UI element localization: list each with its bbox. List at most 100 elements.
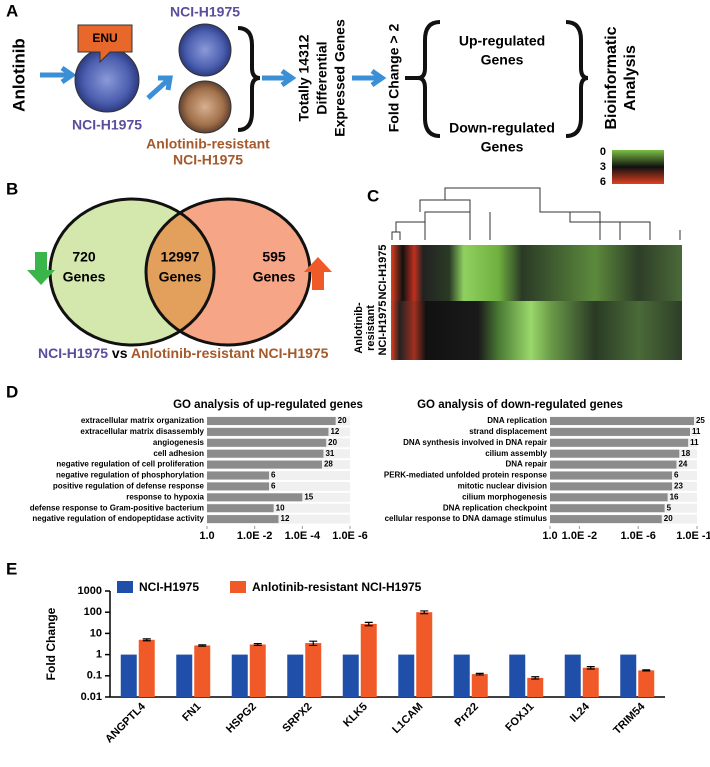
category-label: positive regulation of defense response <box>53 482 205 491</box>
bar <box>550 460 677 469</box>
category-label: negative regulation of endopeptidase act… <box>32 514 204 523</box>
y-tick-label: 10 <box>90 627 102 639</box>
bar <box>207 493 303 502</box>
count-label: 20 <box>664 514 673 523</box>
bar <box>207 482 270 491</box>
panel-label: A <box>6 1 18 20</box>
bar <box>360 623 377 697</box>
arrow <box>40 65 77 85</box>
deg-text: Expressed Genes <box>332 19 348 137</box>
category-label: response to hypoxia <box>126 492 204 501</box>
bar <box>471 674 488 697</box>
error-bar <box>253 643 262 647</box>
bar <box>550 449 680 458</box>
panel-label: C <box>367 186 379 205</box>
row-label: resistant <box>365 305 377 351</box>
analysis-text: Bioinformatic <box>603 26 620 129</box>
x-tick-label: L1CAM <box>390 701 425 736</box>
venn-text: Genes <box>253 269 296 285</box>
error-bar <box>364 621 373 627</box>
venn-text: Genes <box>63 269 106 285</box>
panel-label: D <box>6 382 18 401</box>
bar <box>582 667 599 697</box>
brace <box>565 20 589 138</box>
bar <box>207 471 270 480</box>
count-label: 20 <box>338 416 347 425</box>
row-band <box>207 471 350 480</box>
dendrogram <box>391 187 681 240</box>
row-band <box>207 481 350 491</box>
bar <box>249 644 266 697</box>
up-text: Up-regulated <box>459 33 545 49</box>
down-arrow <box>27 252 55 285</box>
arrow <box>146 75 173 100</box>
error-bar <box>475 672 484 676</box>
count-label: 6 <box>271 482 276 491</box>
bar <box>207 449 324 458</box>
count-label: 31 <box>325 449 334 458</box>
category-label: DNA replication checkpoint <box>443 503 548 512</box>
bracket <box>237 26 261 132</box>
bar <box>550 438 689 447</box>
cell-image <box>178 80 232 134</box>
count-label: 25 <box>696 416 705 425</box>
y-tick-label: 0.01 <box>81 691 102 703</box>
cell-label: NCI-H1975 <box>72 117 142 133</box>
bar <box>550 427 690 436</box>
arrow <box>262 68 297 88</box>
category-label: mitotic nuclear division <box>458 482 547 491</box>
cell-label: Anlotinib-resistant <box>146 136 270 152</box>
venn-count: 720 <box>72 249 96 265</box>
error-bar <box>531 676 540 680</box>
bar <box>207 460 322 469</box>
chart-title: GO analysis of down-regulated genes <box>417 399 623 411</box>
x-tick-label: FN1 <box>180 701 203 724</box>
bar <box>207 438 327 447</box>
agent-label: ENU <box>92 31 117 45</box>
count-label: 11 <box>692 427 701 436</box>
error-bar <box>309 640 318 647</box>
count-label: 24 <box>678 460 687 469</box>
bar <box>638 670 655 697</box>
count-label: 15 <box>304 492 313 501</box>
scale-label: 0 <box>600 146 606 158</box>
callout <box>77 24 133 64</box>
count-label: 20 <box>328 438 337 447</box>
error-bar <box>642 669 651 672</box>
row-label: NCI-H1975 <box>377 300 389 355</box>
category-label: negative regulation of cell proliferatio… <box>56 460 204 469</box>
x-tick-label: 1.0E -4 <box>285 530 321 542</box>
x-tick-label: 1.0E -6 <box>332 530 367 542</box>
bar <box>550 515 662 524</box>
count-label: 23 <box>674 482 683 491</box>
deg-text: Totally 14312 <box>296 34 312 121</box>
x-tick-label: TRIM54 <box>611 700 648 737</box>
chart-title: GO analysis of up-regulated genes <box>173 399 363 411</box>
scale-labels: 0 3 6 <box>600 146 606 188</box>
venn-overlap <box>146 199 214 345</box>
count-label: 11 <box>690 438 699 447</box>
bar <box>207 504 274 513</box>
count-label: 6 <box>674 471 679 480</box>
category-label: DNA repair <box>506 460 548 469</box>
y-tick-label: 100 <box>84 606 102 618</box>
bar <box>527 677 544 697</box>
bar <box>550 471 673 480</box>
y-tick-label: 1000 <box>78 585 102 597</box>
x-tick-label: 1.0E -2 <box>237 530 272 542</box>
bar <box>550 504 665 513</box>
category-label: angiogenesis <box>153 438 205 447</box>
count-label: 12 <box>330 427 339 436</box>
count-label: 10 <box>276 503 285 512</box>
category-label: cilium assembly <box>485 449 547 458</box>
scale-label: 6 <box>600 176 606 188</box>
error-bar <box>198 644 207 647</box>
caption: NCI-H1975 vs Anlotinib-resistant NCI-H19… <box>38 345 329 361</box>
category-label: DNA synthesis involved in DNA repair <box>403 438 547 447</box>
cell-image <box>74 47 140 113</box>
error-bar <box>420 610 429 615</box>
error-bar <box>142 638 151 642</box>
error-bar <box>586 666 595 670</box>
